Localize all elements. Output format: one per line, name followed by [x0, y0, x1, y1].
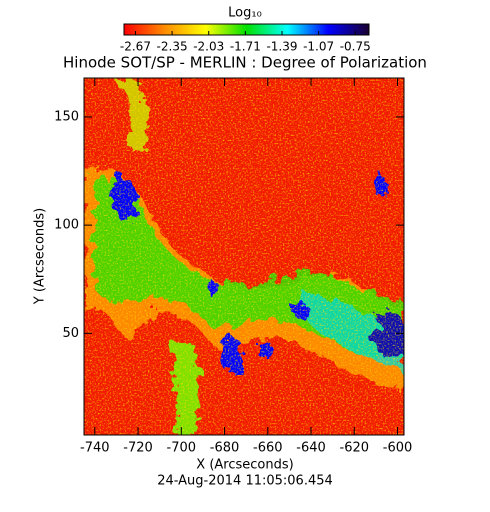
colorbar-tick-label: -0.75 — [340, 40, 371, 54]
plot-frame — [83, 77, 405, 436]
chart-title: Hinode SOT/SP - MERLIN : Degree of Polar… — [63, 54, 427, 72]
colorbar-tick-label: -1.71 — [230, 40, 261, 54]
colorbar-tick-label: -1.07 — [303, 40, 334, 54]
x-tick-label: -680 — [210, 441, 240, 456]
y-tick-label: 100 — [54, 218, 79, 233]
colorbar-tick-label: -2.35 — [157, 40, 188, 54]
x-axis-label: X (Arcseconds) — [196, 458, 293, 473]
x-tick-label: -600 — [383, 441, 413, 456]
heatmap-image — [84, 78, 404, 435]
y-tick-label: 50 — [62, 326, 79, 341]
x-tick-label: -700 — [167, 441, 197, 456]
colorbar-tick-label: -2.03 — [193, 40, 224, 54]
x-tick-label: -640 — [296, 441, 326, 456]
footer: 24-Aug-2014 11:05:06.454 — [157, 474, 333, 489]
x-tick-label: -660 — [253, 441, 283, 456]
y-tick-label: 150 — [54, 109, 79, 124]
colorbar-tick-label: -2.67 — [120, 40, 151, 54]
x-tick-label: -620 — [340, 441, 370, 456]
x-tick-label: -740 — [80, 441, 110, 456]
colorbar-label: Log₁₀ — [228, 6, 262, 21]
colorbar-tick-label: -1.39 — [266, 40, 297, 54]
x-tick-label: -720 — [123, 441, 153, 456]
colorbar — [123, 23, 370, 36]
y-axis-label: Y (Arcseconds) — [33, 208, 48, 305]
